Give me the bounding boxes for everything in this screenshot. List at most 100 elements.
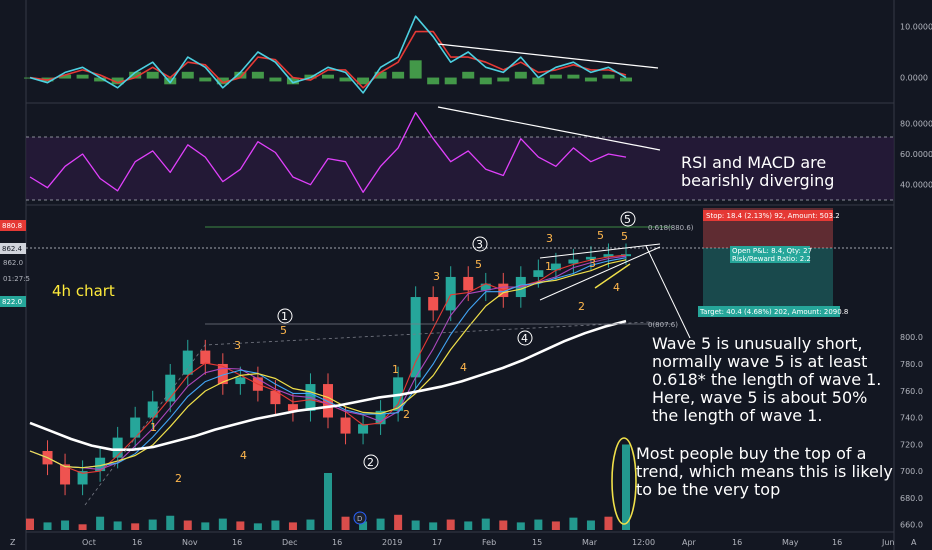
dividend-marker-label: D	[357, 515, 362, 523]
wave-label: 1	[150, 421, 157, 434]
macd-histogram-bar	[532, 77, 545, 85]
volume-bar	[569, 517, 578, 530]
macd-tick-label: 10.0000	[900, 22, 932, 31]
candle-body	[182, 350, 193, 375]
macd-histogram-bar	[111, 77, 124, 85]
price-tick-label: 660.0	[900, 521, 923, 530]
signal-line	[29, 30, 627, 89]
wave-label: 3	[433, 270, 440, 283]
time-tick-label: Mar	[582, 538, 598, 547]
dividend-marker[interactable]	[353, 511, 367, 525]
pnl-label-box[interactable]	[730, 246, 810, 263]
volume-bar	[622, 444, 630, 530]
target-label-box[interactable]	[698, 306, 840, 317]
svg-text:3: 3	[476, 238, 483, 251]
macd-histogram-bar	[602, 74, 615, 79]
top-note-line-3: to be the very top	[636, 480, 780, 499]
rsi-band-fill	[26, 137, 894, 200]
macd-histogram-bar	[164, 77, 177, 85]
stop-label: Stop: 18.4 (2.13%) 92, Amount: 503.2	[706, 212, 840, 220]
wave-circle-5: 5	[620, 211, 636, 227]
time-tick-label: Oct	[82, 538, 96, 547]
macd-histogram-bar	[549, 74, 562, 79]
wave-label: 3	[234, 339, 241, 352]
candle-body	[270, 390, 281, 405]
volume-bar	[446, 519, 455, 530]
candle-body	[585, 256, 596, 260]
price-tick-label: 760.0	[900, 387, 923, 396]
macd-histogram-bar	[357, 77, 370, 85]
macd-histogram-bar	[514, 71, 527, 79]
svg-text:4: 4	[521, 332, 528, 345]
ema-purple	[29, 255, 627, 470]
candle-body	[340, 417, 351, 434]
stop-label-box[interactable]	[703, 210, 833, 221]
wave-label: 5	[597, 229, 604, 242]
macd-histogram-bar	[462, 71, 475, 79]
macd-histogram-bar	[251, 71, 264, 79]
time-tick-label: 16	[832, 538, 842, 547]
macd-histogram-bar	[286, 77, 299, 85]
volume-bar	[411, 520, 420, 530]
rsi-note-line-2: bearishly diverging	[681, 171, 834, 190]
macd-histogram-bar	[444, 77, 457, 85]
wave-note-line-4: Here, wave 5 is about 50%	[652, 388, 867, 407]
countdown-tag: 01:27:5	[3, 275, 30, 283]
macd-histogram-bar	[584, 77, 597, 82]
price-tag-last	[0, 243, 26, 254]
wave-label: 1	[545, 260, 552, 273]
candle-body	[147, 401, 158, 418]
macd-histogram-bar	[129, 71, 142, 79]
svg-text:1: 1	[281, 310, 288, 323]
volume-bar	[43, 522, 52, 530]
macd-histogram-bar	[479, 77, 492, 85]
volume-bar	[236, 521, 245, 530]
callout-pointer-line	[645, 245, 691, 339]
macd-histogram-bar	[146, 71, 159, 79]
macd-histogram-bar	[181, 71, 194, 79]
volume-bar	[253, 523, 262, 530]
candle-body	[130, 417, 141, 438]
wedge-upper-line	[539, 243, 661, 259]
macd-panel	[24, 15, 632, 94]
elliott-projection-line	[84, 321, 651, 506]
wave-note-line-1: Wave 5 is unusually short,	[652, 334, 862, 353]
time-tick-label: 2019	[382, 538, 402, 547]
candle-body	[323, 384, 333, 418]
top-note-line-2: trend, which means this is likely	[636, 462, 893, 481]
candle-body	[112, 437, 123, 458]
price-tag-stop-text: 880.8	[2, 222, 22, 230]
rsi-tick-label: 80.0000	[900, 119, 932, 128]
candle-body	[375, 410, 386, 425]
volume-bar	[586, 520, 595, 530]
wave-circle-3: 3	[472, 236, 488, 252]
macd-histogram-bar	[497, 77, 510, 82]
volume-bar	[341, 516, 350, 530]
macd-histogram-bar	[199, 77, 212, 82]
time-tick-label: 16	[732, 538, 742, 547]
macd-histogram-bar	[94, 77, 107, 82]
zoom-reset-button[interactable]: Z	[10, 538, 16, 547]
time-tick-label: Dec	[282, 538, 297, 547]
time-scale[interactable]: Oct 16 Nov 16 Dec 16 2019 17 Feb 15 Mar 12:00 Apr 16 M…	[82, 538, 895, 547]
volume-bar	[96, 516, 105, 530]
volume-bar	[288, 522, 297, 530]
price-scale[interactable]: 10.0000 0.0000 80.0000 60.0000 40.0000 800.0 7…	[900, 22, 932, 529]
macd-histogram-bar	[216, 77, 229, 85]
macd-histogram-bar	[234, 71, 247, 79]
candle-body	[77, 471, 88, 485]
target-label: Target: 40.4 (4.68%) 202, Amount: 2090.8	[699, 308, 848, 316]
wave-label: 5	[621, 230, 628, 243]
wave-circle-4: 4	[517, 330, 533, 346]
volume-bar	[218, 518, 227, 530]
svg-text:2: 2	[367, 456, 374, 469]
wave-label: 2	[175, 472, 182, 485]
candle-body	[603, 254, 614, 257]
candle-body	[358, 424, 369, 434]
auto-scale-button[interactable]: A	[911, 538, 917, 547]
rsi-line	[29, 111, 627, 193]
volume-bar	[78, 524, 87, 530]
price-tick-label: 700.0	[900, 467, 923, 476]
macd-histogram-bar	[269, 77, 282, 82]
